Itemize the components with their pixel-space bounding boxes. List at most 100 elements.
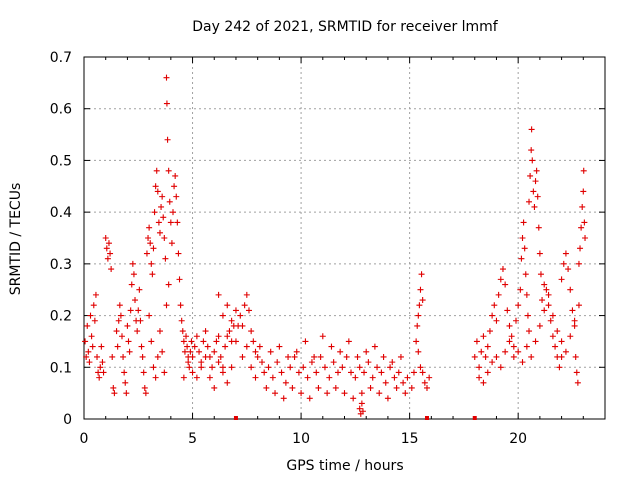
data-point: [376, 390, 383, 397]
data-point: [154, 188, 161, 195]
data-point: [145, 235, 152, 241]
data-point: [108, 266, 115, 273]
data-point: [139, 353, 146, 360]
data-point: [167, 219, 174, 226]
data-point: [391, 374, 398, 381]
data-point: [502, 348, 509, 355]
data-point: [155, 219, 162, 226]
data-point: [276, 343, 283, 350]
data-point: [565, 266, 572, 273]
data-point: [358, 390, 365, 397]
data-point: [241, 302, 248, 309]
data-point: [473, 338, 480, 345]
data-point: [359, 408, 366, 415]
data-point: [571, 317, 578, 324]
data-point: [529, 157, 536, 164]
data-point: [354, 353, 361, 360]
data-point: [387, 364, 394, 371]
data-point: [180, 338, 187, 345]
data-point: [219, 312, 226, 319]
data-point: [219, 364, 226, 371]
data-point: [156, 229, 163, 236]
data-point: [177, 302, 184, 309]
data-point: [87, 312, 94, 319]
data-point: [97, 364, 104, 371]
data-point: [414, 322, 421, 329]
data-point: [512, 317, 519, 324]
data-point: [89, 343, 96, 350]
data-point: [232, 307, 239, 314]
data-point: [175, 250, 182, 257]
data-point: [228, 364, 235, 371]
data-point: [224, 333, 231, 340]
data-point: [523, 343, 530, 350]
y-axis-label: SRMTID / TECUs: [8, 183, 24, 296]
data-point: [120, 353, 127, 360]
data-point: [421, 379, 428, 386]
data-point: [397, 353, 404, 360]
data-point: [198, 359, 205, 366]
data-point: [174, 219, 181, 226]
data-point: [531, 203, 538, 210]
data-point: [578, 224, 585, 231]
data-point: [419, 369, 426, 376]
data-point: [315, 384, 322, 391]
data-point: [417, 286, 424, 293]
x-axis-label: GPS time / hours: [286, 458, 403, 474]
data-point: [269, 374, 276, 381]
data-point: [291, 353, 298, 360]
data-point: [110, 384, 117, 391]
data-point: [504, 307, 511, 314]
data-point: [163, 302, 170, 309]
data-point: [228, 317, 235, 324]
data-point: [384, 395, 391, 402]
data-point: [83, 353, 90, 360]
data-point: [170, 209, 177, 216]
data-point: [180, 374, 187, 381]
data-point: [272, 390, 279, 397]
data-point: [265, 364, 272, 371]
data-point: [484, 343, 491, 350]
data-point: [339, 364, 346, 371]
data-point: [510, 353, 517, 360]
data-point: [252, 374, 259, 381]
data-point: [337, 348, 344, 355]
data-point: [95, 369, 102, 376]
data-point: [547, 317, 554, 324]
data-point: [121, 369, 128, 376]
data-point: [215, 359, 222, 366]
data-point: [114, 343, 121, 350]
data-point: [416, 302, 423, 309]
data-point: [382, 379, 389, 386]
data-point: [408, 384, 415, 391]
data-point: [198, 364, 205, 371]
chart-title: Day 242 of 2021, SRMTID for receiver lmm…: [192, 19, 499, 35]
data-point: [319, 333, 326, 340]
data-point: [491, 302, 498, 309]
data-point: [132, 297, 139, 304]
data-point: [98, 343, 105, 350]
data-point: [528, 147, 535, 154]
data-point: [137, 317, 144, 324]
data-point: [185, 359, 192, 366]
data-point: [562, 348, 569, 355]
data-point: [193, 333, 200, 340]
baseline-mark: [233, 416, 238, 420]
data-point: [259, 359, 266, 366]
data-point: [141, 384, 148, 391]
y-tick-label: 0.2: [50, 309, 72, 325]
data-point: [107, 250, 114, 257]
data-point: [209, 364, 216, 371]
data-point: [187, 348, 194, 355]
data-point: [527, 172, 534, 179]
data-point: [418, 271, 425, 278]
data-point: [560, 260, 567, 267]
data-point: [118, 333, 125, 340]
data-point: [532, 178, 539, 185]
data-point: [161, 235, 168, 241]
data-point: [556, 364, 563, 371]
data-point: [502, 281, 509, 288]
data-point: [222, 343, 229, 350]
data-point: [164, 136, 171, 143]
data-point: [99, 359, 106, 366]
